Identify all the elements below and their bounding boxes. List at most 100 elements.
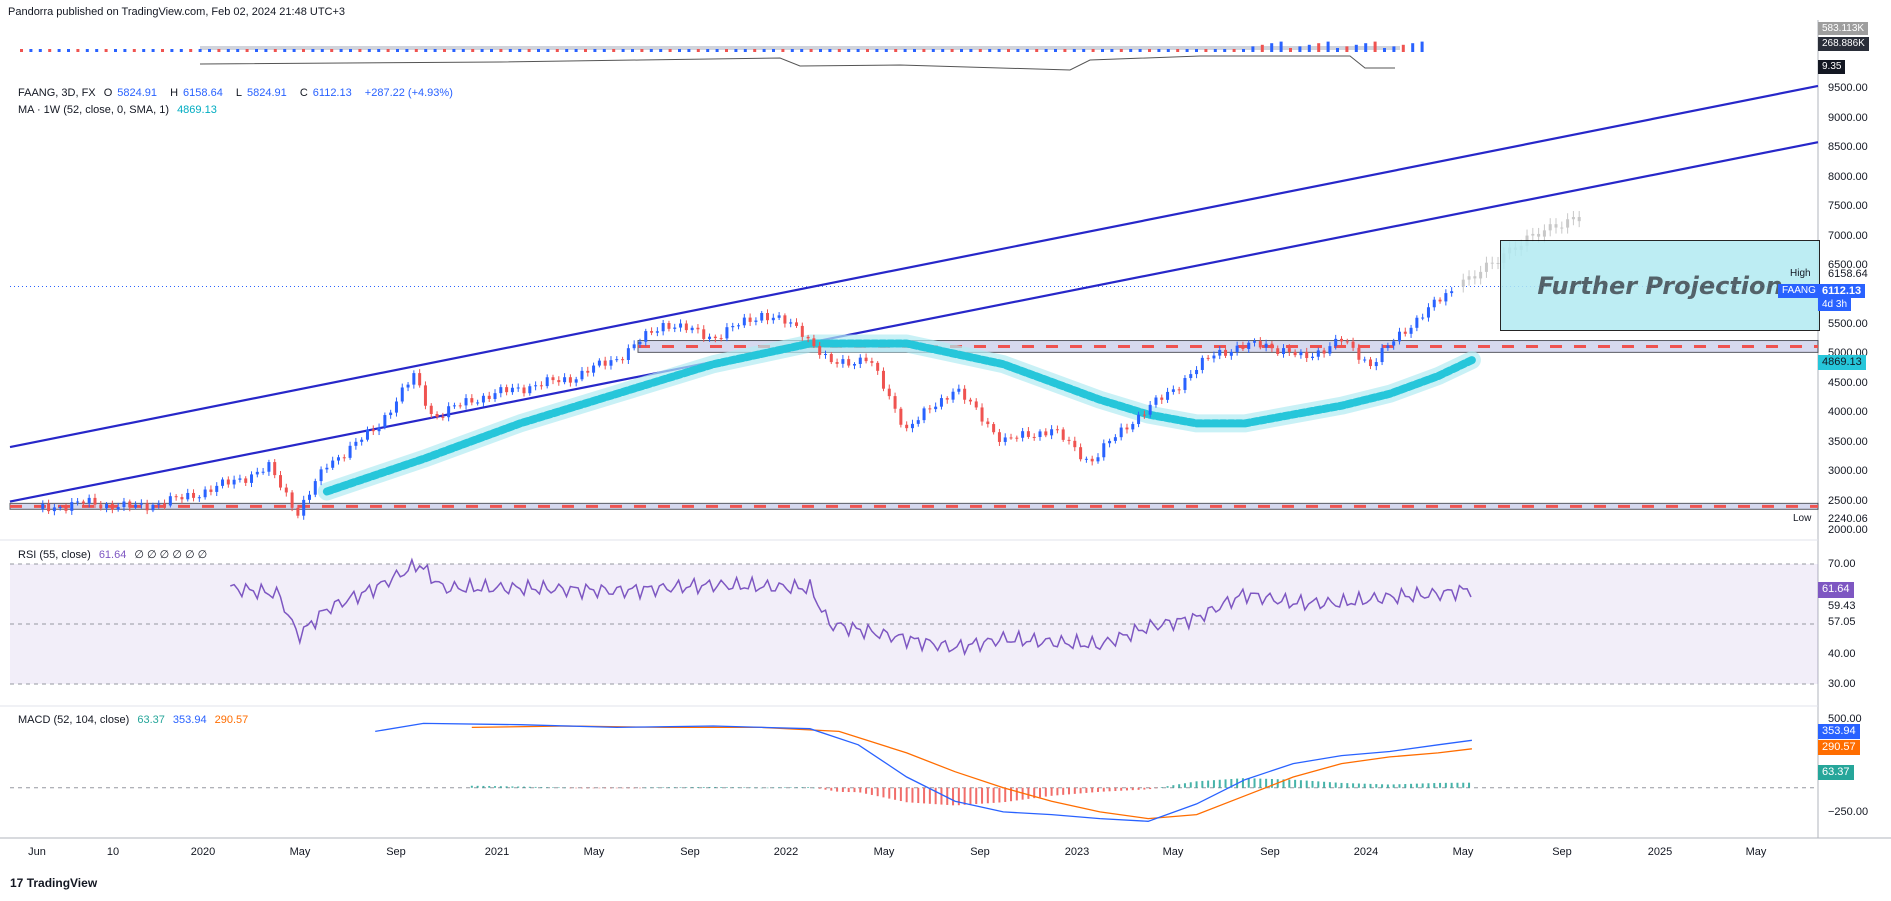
- macd-histogram-bar: [1305, 780, 1308, 788]
- macd-histogram-bar: [1334, 782, 1337, 788]
- macd-histogram-bar: [1230, 778, 1233, 788]
- volume-bar: [1176, 49, 1180, 52]
- volume-bar: [1420, 41, 1424, 52]
- candle-body: [661, 323, 665, 332]
- candle-body: [1177, 389, 1181, 391]
- rsi-tick: 59.43: [1828, 600, 1856, 612]
- macd-histogram-bar: [981, 787, 984, 804]
- candle-body: [928, 408, 932, 410]
- candle-body: [342, 457, 346, 459]
- candle-body: [1218, 349, 1222, 356]
- macd-histogram-bar: [1183, 783, 1186, 788]
- macd-histogram-bar: [656, 787, 659, 788]
- candle-body: [377, 427, 381, 432]
- candle-body: [192, 492, 196, 498]
- ma-tag: 4869.13: [1818, 355, 1866, 370]
- candle-body: [470, 398, 474, 403]
- candle-body: [1009, 437, 1013, 439]
- symbol-label: FAANG, 3D, FX: [18, 87, 96, 99]
- candle-body: [974, 401, 978, 408]
- volume-bar: [349, 49, 352, 52]
- volume-bar: [1063, 49, 1067, 52]
- candle-body: [516, 387, 520, 389]
- volume-bar: [950, 49, 954, 52]
- candle-body: [1351, 341, 1355, 348]
- volume-top-tag: 583.113K: [1818, 22, 1869, 35]
- macd-histogram-bar: [696, 787, 699, 788]
- volume-bar: [988, 49, 992, 52]
- candle-body: [209, 489, 213, 492]
- macd-histogram-bar: [470, 785, 473, 788]
- volume-bar: [433, 49, 437, 52]
- candle-body: [650, 331, 654, 333]
- macd-histogram-bar: [488, 786, 491, 788]
- candle-body: [128, 501, 132, 508]
- macd-histogram-bar: [598, 787, 601, 789]
- volume-bar: [377, 49, 381, 52]
- candle-body: [626, 348, 630, 361]
- candle-body: [1241, 345, 1245, 349]
- volume-bar: [1138, 49, 1142, 52]
- volume-bar: [95, 49, 99, 52]
- candle-body: [1287, 348, 1291, 353]
- macd-histogram-bar: [1207, 780, 1210, 788]
- macd-histogram-bar: [1253, 778, 1256, 788]
- candle-body: [493, 393, 497, 399]
- rsi-tick: 57.05: [1828, 616, 1856, 628]
- macd-histogram-bar: [1421, 783, 1424, 788]
- volume-bar: [856, 49, 860, 52]
- volume-bar: [311, 49, 315, 52]
- time-tick: Sep: [386, 846, 406, 858]
- macd-histogram-bar: [853, 787, 856, 793]
- tradingview-logo[interactable]: 17 TradingView: [10, 876, 97, 890]
- macd-histogram-bar: [1015, 787, 1018, 801]
- volume-bar: [584, 49, 587, 52]
- macd-histogram-bar: [743, 787, 746, 788]
- volume-bar: [1101, 49, 1104, 52]
- candle-body: [1067, 439, 1071, 441]
- volume-bar: [602, 49, 606, 52]
- candle-body: [116, 507, 120, 510]
- macd-histogram-bar: [749, 787, 752, 789]
- volume-baseline: [200, 46, 1400, 50]
- macd-histogram-bar: [1050, 787, 1053, 796]
- candle-body: [1142, 414, 1146, 416]
- candle-body: [1189, 374, 1193, 379]
- volume-bar: [668, 49, 672, 52]
- macd-histogram-bar: [818, 787, 821, 789]
- macd-histogram-bar: [638, 787, 641, 789]
- macd-histogram-bar: [511, 786, 514, 788]
- volume-bar: [208, 49, 211, 52]
- macd-histogram-bar: [1201, 780, 1204, 788]
- volume-bar: [1373, 41, 1377, 52]
- candle-body: [719, 338, 723, 340]
- volume-bar: [424, 49, 428, 52]
- candle-body: [383, 415, 387, 428]
- macd-histogram-bar: [1062, 787, 1065, 795]
- candle-body: [215, 485, 219, 492]
- volume-bar: [471, 49, 475, 52]
- candle-body: [336, 457, 340, 461]
- volume-bar: [1204, 49, 1208, 52]
- candle-body: [702, 329, 706, 339]
- macd-histogram-bar: [1166, 786, 1169, 788]
- projection-candle-body: [1571, 217, 1575, 220]
- macd-histogram-bar: [1085, 787, 1088, 793]
- low-value: 2240.06: [1828, 513, 1868, 525]
- volume-bar: [931, 49, 935, 52]
- candle-body: [244, 478, 248, 483]
- macd-histogram-bar: [1259, 778, 1262, 788]
- time-tick: 2021: [484, 846, 510, 858]
- volume-bar: [828, 49, 832, 52]
- volume-bar: [85, 49, 89, 52]
- candle-body: [812, 338, 816, 347]
- volume-bar: [292, 49, 296, 52]
- candle-body: [1339, 338, 1343, 342]
- candle-body: [52, 507, 56, 512]
- volume-bar: [753, 49, 757, 52]
- ohlc-open: O 5824.91: [103, 87, 158, 99]
- candle-body: [881, 370, 885, 389]
- price-tick: 8500.00: [1828, 141, 1868, 153]
- macd-histogram-bar: [546, 787, 549, 788]
